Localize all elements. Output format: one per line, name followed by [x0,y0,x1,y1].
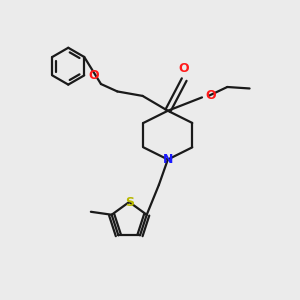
Text: N: N [163,153,173,166]
Text: S: S [125,196,134,208]
Text: O: O [179,62,190,75]
Text: O: O [89,69,100,82]
Text: O: O [206,89,216,102]
